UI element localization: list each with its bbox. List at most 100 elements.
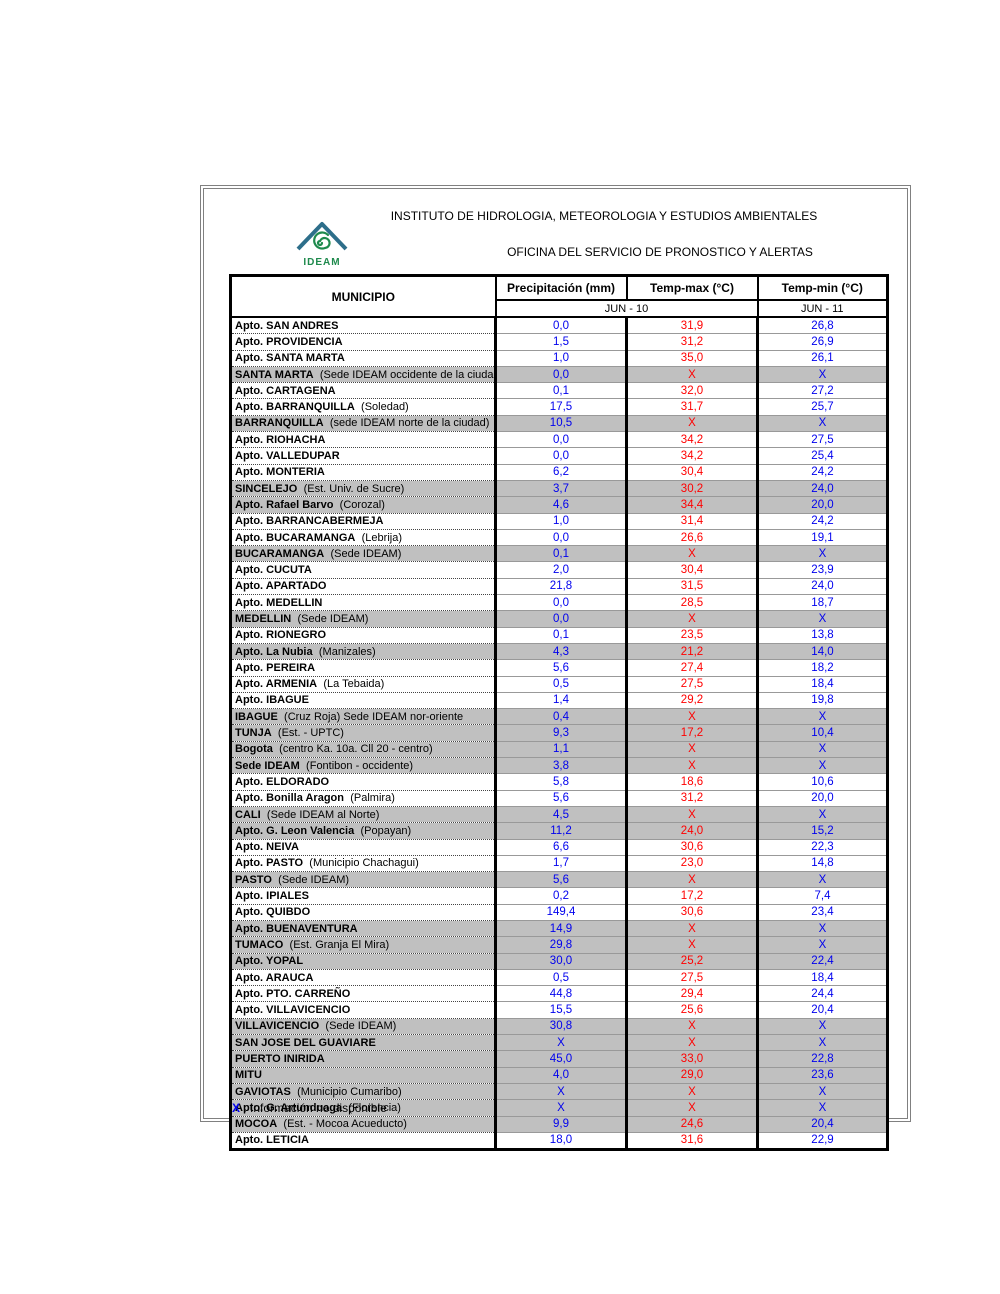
temp-min-value: X bbox=[756, 936, 888, 954]
temp-max-value: X bbox=[625, 1099, 758, 1117]
municipality-name: Apto. YOPAL bbox=[235, 955, 304, 968]
municipality-cell: Apto. RIOHACHA bbox=[230, 431, 496, 449]
column-header-precipitation: Precipitación (mm) bbox=[494, 274, 628, 301]
table-row: Apto. SAN ANDRES 0,0 31,9 26,8 bbox=[230, 317, 888, 335]
precipitation-value: 0,1 bbox=[494, 627, 627, 644]
temp-min-value: 19,8 bbox=[756, 692, 888, 710]
municipality-cell: Bogota (centro Ka. 10a. Cll 20 - centro) bbox=[230, 741, 496, 759]
municipality-detail: (Sede IDEAM occidente de la ciudad) bbox=[316, 368, 496, 381]
municipality-cell: Apto. VILLAVICENCIO bbox=[230, 1001, 496, 1019]
table-row: BUCARAMANGA (Sede IDEAM) 0,1 X X bbox=[230, 545, 888, 563]
temp-min-value: X bbox=[756, 545, 888, 563]
table-row: TUNJA (Est. - UPTC) 9,3 17,2 10,4 bbox=[230, 724, 888, 742]
column-header-temp-max: Temp-max (°C) bbox=[625, 274, 759, 301]
precipitation-value: X bbox=[494, 1099, 627, 1117]
municipality-detail: (Manizales) bbox=[315, 645, 376, 658]
table-row: SINCELEJO (Est. Univ. de Sucre) 3,7 30,2… bbox=[230, 480, 888, 498]
temp-max-value: 26,6 bbox=[625, 529, 758, 547]
precipitation-value: 3,8 bbox=[494, 757, 627, 775]
ideam-logo-icon: IDEAM bbox=[294, 219, 350, 269]
footnote: X : Información no disponible bbox=[232, 1101, 387, 1115]
municipality-name: Apto. La Nubia bbox=[235, 645, 313, 658]
temp-max-value: 34,4 bbox=[625, 496, 758, 514]
precipitation-value: 149,4 bbox=[494, 904, 627, 921]
precipitation-value: 0,0 bbox=[494, 529, 627, 547]
municipality-cell: Apto. MEDELLIN bbox=[230, 594, 496, 612]
municipality-cell: Apto. CUCUTA bbox=[230, 561, 496, 579]
temp-min-value: 22,3 bbox=[756, 839, 888, 856]
municipality-name: CALI bbox=[235, 808, 261, 821]
table-row: Sede IDEAM (Fontibon - occidente) 3,8 X … bbox=[230, 757, 888, 775]
temp-min-value: 19,1 bbox=[756, 529, 888, 547]
table-row: SANTA MARTA (Sede IDEAM occidente de la … bbox=[230, 366, 888, 384]
table-row: Apto. BUCARAMANGA (Lebrija) 0,0 26,6 19,… bbox=[230, 529, 888, 547]
municipality-detail: (Est. - UPTC) bbox=[274, 727, 344, 740]
table-row: Apto. PASTO (Municipio Chachagui) 1,7 23… bbox=[230, 855, 888, 873]
temp-min-value: 24,2 bbox=[756, 513, 888, 530]
temp-min-value: X bbox=[756, 1034, 888, 1052]
municipality-name: Apto. Rafael Barvo bbox=[235, 498, 334, 511]
temp-min-value: 14,8 bbox=[756, 855, 888, 873]
precipitation-value: 44,8 bbox=[494, 985, 627, 1003]
temp-min-value: 18,4 bbox=[756, 969, 888, 987]
municipality-detail: (Florencia) bbox=[345, 1101, 401, 1114]
municipality-cell: Apto. VALLEDUPAR bbox=[230, 447, 496, 465]
municipality-name: TUMACO bbox=[235, 938, 284, 951]
temp-max-value: 23,0 bbox=[625, 855, 758, 873]
temp-min-value: 22,4 bbox=[756, 953, 888, 970]
municipality-cell: MOCOA (Est. - Mocoa Acueducto) bbox=[230, 1116, 496, 1133]
table-row: TUMACO (Est. Granja El Mira) 29,8 X X bbox=[230, 936, 888, 954]
temp-min-value: 24,0 bbox=[756, 578, 888, 596]
municipality-detail: (Sede IDEAM) bbox=[294, 612, 369, 625]
municipality-name: Apto. IBAGUE bbox=[235, 694, 309, 707]
precipitation-value: 4,3 bbox=[494, 643, 627, 661]
municipality-detail: (La Tebaida) bbox=[320, 678, 385, 691]
municipality-cell: Apto. Rafael Barvo (Corozal) bbox=[230, 496, 496, 514]
temp-max-value: 17,2 bbox=[625, 724, 758, 742]
temp-max-value: 29,2 bbox=[625, 692, 758, 710]
table-row: Apto. G. Artunduaga (Florencia) X X X bbox=[230, 1099, 888, 1117]
temp-max-value: X bbox=[625, 545, 758, 563]
temp-max-value: X bbox=[625, 757, 758, 775]
municipality-name: Apto. RIONEGRO bbox=[235, 629, 327, 642]
period-label-jun11: JUN - 11 bbox=[756, 299, 889, 318]
municipality-detail: (Corozal) bbox=[336, 498, 385, 511]
temp-max-value: 30,6 bbox=[625, 839, 758, 856]
precipitation-value: 4,5 bbox=[494, 806, 627, 824]
table-row: Apto. MONTERIA 6,2 30,4 24,2 bbox=[230, 464, 888, 481]
weather-table: MUNICIPIO Precipitación (mm) Temp-max (°… bbox=[229, 274, 889, 1152]
table-row: Apto. IPIALES 0,2 17,2 7,4 bbox=[230, 887, 888, 905]
municipality-name: Apto. ARMENIA bbox=[235, 678, 318, 691]
municipality-cell: GAVIOTAS (Municipio Cumaribo) bbox=[230, 1083, 496, 1101]
precipitation-value: 1,5 bbox=[494, 333, 627, 351]
municipality-cell: Apto. G. Artunduaga (Florencia) bbox=[230, 1099, 496, 1117]
table-row: Apto. La Nubia (Manizales) 4,3 21,2 14,0 bbox=[230, 643, 888, 661]
municipality-name: MEDELLIN bbox=[235, 612, 292, 625]
temp-min-value: 14,0 bbox=[756, 643, 888, 661]
temp-min-value: X bbox=[756, 757, 888, 775]
temp-min-value: X bbox=[756, 366, 888, 384]
temp-min-value: X bbox=[756, 1018, 888, 1036]
municipality-name: Apto. Bonilla Aragon bbox=[235, 792, 344, 805]
temp-max-value: 23,5 bbox=[625, 627, 758, 644]
temp-max-value: 30,6 bbox=[625, 904, 758, 921]
temp-max-value: X bbox=[625, 708, 758, 726]
municipality-detail: (Sede IDEAM) bbox=[322, 1020, 397, 1033]
temp-max-value: X bbox=[625, 920, 758, 938]
temp-min-value: X bbox=[756, 415, 888, 433]
municipality-cell: Apto. ELDORADO bbox=[230, 773, 496, 791]
temp-min-value: X bbox=[756, 610, 888, 628]
temp-min-value: 13,8 bbox=[756, 627, 888, 644]
municipality-name: Apto. SANTA MARTA bbox=[235, 352, 345, 365]
municipality-name: Bogota bbox=[235, 743, 273, 756]
municipality-cell: TUMACO (Est. Granja El Mira) bbox=[230, 936, 496, 954]
municipality-name: Apto. CUCUTA bbox=[235, 564, 312, 577]
precipitation-value: 30,0 bbox=[494, 953, 627, 970]
municipality-name: Apto. ARAUCA bbox=[235, 971, 314, 984]
municipality-cell: Apto. BARRANCABERMEJA bbox=[230, 513, 496, 530]
municipality-name: Apto. MONTERIA bbox=[235, 466, 325, 479]
municipality-cell: Apto. CARTAGENA bbox=[230, 382, 496, 400]
table-row: Apto. RIONEGRO 0,1 23,5 13,8 bbox=[230, 627, 888, 644]
municipality-cell: Apto. PTO. CARREÑO bbox=[230, 985, 496, 1003]
